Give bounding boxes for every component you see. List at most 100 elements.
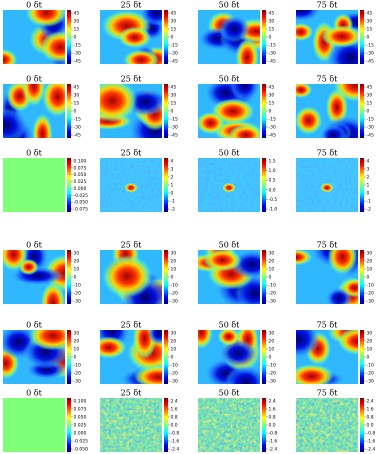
panel-title: 0 δt bbox=[26, 389, 42, 398]
colorbar-tick-label: -30 bbox=[171, 379, 178, 385]
colorbar-tick-label: 20 bbox=[367, 259, 373, 265]
panel-title: 25 δt bbox=[121, 389, 143, 398]
colorbar-tick-label: 0 bbox=[171, 275, 174, 281]
colorbar-tick-label: 0.0 bbox=[171, 423, 178, 429]
colorbar-tick-label: -10 bbox=[74, 363, 81, 369]
colorbar-tick-label: -45 bbox=[269, 133, 276, 139]
heatmap bbox=[296, 398, 358, 452]
colorbar-tick-label: 20 bbox=[74, 259, 80, 265]
heatmap-blob bbox=[217, 330, 240, 346]
colorbar-tick-label: -20 bbox=[269, 291, 276, 297]
heatmap-blob bbox=[320, 182, 334, 193]
panel-title: 75 δt bbox=[317, 75, 339, 84]
colorbar-tick-label: -30 bbox=[269, 51, 276, 57]
panel-title: 0 δt bbox=[26, 75, 42, 84]
panel: 75 δt 45 30 15 0 -15 -30 -45 bbox=[296, 1, 374, 65]
colorbar-tick-label: 1.0 bbox=[269, 168, 276, 174]
colorbar-tick-label: -30 bbox=[269, 125, 276, 131]
colorbar-tick-label: 0 bbox=[367, 191, 370, 197]
colorbar-tick-label: -15 bbox=[367, 43, 374, 49]
colorbar-tick-label: -10 bbox=[74, 283, 81, 289]
colorbar-tick-label: -15 bbox=[171, 43, 178, 49]
panel-title: 25 δt bbox=[121, 149, 143, 158]
colorbar bbox=[67, 398, 71, 452]
heatmap-blob bbox=[22, 84, 46, 107]
colorbar-tick-label: -20 bbox=[171, 291, 178, 297]
heatmap-blob bbox=[39, 31, 65, 64]
colorbar-tick-label: 0.100 bbox=[74, 399, 87, 405]
panel: 50 δt 30 20 10 0 -10 -20 -30 bbox=[198, 241, 276, 305]
colorbar-tick-label: 15 bbox=[269, 27, 275, 33]
colorbar-tick-label: -15 bbox=[171, 117, 178, 123]
colorbar-tick-label: 0.8 bbox=[367, 415, 374, 421]
colorbar-tick-label: -2.4 bbox=[171, 447, 180, 453]
colorbar bbox=[262, 84, 266, 138]
colorbar-tick-label: 0 bbox=[367, 109, 370, 115]
heatmap-blob bbox=[219, 339, 257, 367]
heatmap bbox=[296, 250, 358, 304]
colorbar-tick-label: 0 bbox=[367, 275, 370, 281]
colorbar-tick-label: -30 bbox=[269, 299, 276, 305]
colorbar-tick-label: -0.025 bbox=[74, 193, 89, 199]
colorbar-tick-label: 0.0 bbox=[269, 187, 276, 193]
colorbar bbox=[360, 158, 364, 212]
colorbar-tick-label: 0 bbox=[171, 109, 174, 115]
colorbar-tick-label: 45 bbox=[171, 85, 177, 91]
colorbar bbox=[360, 10, 364, 64]
heatmap-blob bbox=[28, 330, 65, 351]
colorbar-tick-label: -0.8 bbox=[269, 431, 278, 437]
colorbar-tick-label: -0.050 bbox=[74, 200, 89, 206]
heatmap bbox=[100, 84, 162, 138]
colorbar bbox=[67, 250, 71, 304]
panel: 75 δt 30 20 10 0 -10 -20 -30 bbox=[296, 241, 374, 305]
panel: 0 δt 30 20 10 0 -10 -20 -30 bbox=[3, 241, 81, 305]
colorbar-tick-label: 30 bbox=[74, 251, 80, 257]
heatmap-blob bbox=[296, 250, 313, 266]
colorbar-tick-label: -45 bbox=[269, 59, 276, 65]
panel-title: 75 δt bbox=[317, 1, 339, 10]
heatmap-blob bbox=[100, 336, 127, 359]
colorbar-tick-label: -20 bbox=[367, 371, 374, 377]
panel-title: 50 δt bbox=[219, 389, 241, 398]
colorbar-tick-label: -2 bbox=[367, 207, 372, 213]
colorbar-tick-label: 0.000 bbox=[74, 431, 87, 437]
colorbar-tick-label: -0.025 bbox=[74, 439, 89, 445]
panel-title: 50 δt bbox=[219, 321, 241, 330]
colorbar-tick-label: 0 bbox=[367, 355, 370, 361]
colorbar-tick-label: 0.100 bbox=[74, 159, 87, 165]
heatmap-blob bbox=[222, 182, 236, 193]
colorbar-tick-label: 1.5 bbox=[269, 159, 276, 165]
colorbar-tick-label: 45 bbox=[74, 11, 80, 17]
colorbar-tick-label: 15 bbox=[269, 101, 275, 107]
colorbar-tick-label: 20 bbox=[269, 339, 275, 345]
heatmap bbox=[198, 250, 260, 304]
colorbar-tick-label: 20 bbox=[367, 339, 373, 345]
colorbar-tick-label: 30 bbox=[171, 19, 177, 25]
heatmap bbox=[100, 158, 162, 212]
heatmap-noise bbox=[100, 398, 162, 452]
colorbar-tick-label: 45 bbox=[269, 11, 275, 17]
colorbar-tick-label: 15 bbox=[171, 27, 177, 33]
panel: 50 δt 30 20 10 0 -10 -20 -30 bbox=[198, 321, 276, 385]
heatmap-blob bbox=[140, 10, 162, 26]
colorbar bbox=[67, 84, 71, 138]
heatmap-blob bbox=[296, 22, 314, 42]
colorbar-tick-label: 0.0 bbox=[269, 423, 276, 429]
panel: 25 δt 45 30 15 0 -15 -30 -45 bbox=[100, 1, 178, 65]
panel-title: 0 δt bbox=[26, 149, 42, 158]
colorbar-tick-label: -45 bbox=[171, 133, 178, 139]
heatmap-blob bbox=[296, 330, 321, 358]
colorbar-tick-label: 30 bbox=[171, 331, 177, 337]
heatmap-blob bbox=[296, 363, 335, 384]
panel: 0 δt 0.100 0.075 0.050 0.025 0.000 -0.025 -0.05… bbox=[3, 389, 88, 453]
colorbar bbox=[360, 84, 364, 138]
colorbar bbox=[360, 250, 364, 304]
colorbar-tick-label: 0.025 bbox=[74, 423, 87, 429]
colorbar-tick-label: 3 bbox=[367, 167, 370, 173]
colorbar-tick-label: 0 bbox=[74, 109, 77, 115]
heatmap-blob bbox=[100, 84, 139, 123]
colorbar-tick-label: -15 bbox=[269, 117, 276, 123]
heatmap bbox=[3, 84, 65, 138]
panel-title: 75 δt bbox=[317, 389, 339, 398]
colorbar-tick-label: 0.000 bbox=[74, 186, 87, 192]
